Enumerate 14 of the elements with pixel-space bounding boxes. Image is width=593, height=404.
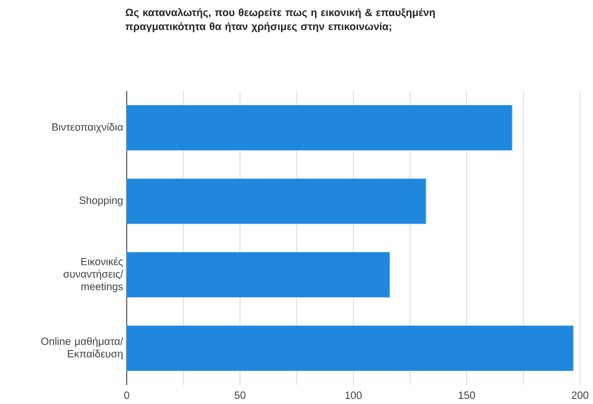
bar — [126, 104, 512, 151]
x-tick-label: 100 — [345, 392, 362, 399]
x-tick-label: 150 — [458, 392, 475, 399]
bar — [126, 325, 574, 372]
bar — [126, 252, 390, 298]
y-tick-label: Shopping — [79, 196, 122, 206]
x-tick-label: 50 — [234, 392, 246, 399]
y-tick-label: Online μαθήματα/ Εκπαίδευση — [41, 337, 124, 360]
y-tick-label: Εικονικές συναντήσεις/ meetings — [64, 257, 124, 292]
chart-title: Ως καταναλωτής, που θεωρείτε πως η εικονική & επαυξημένη πραγματικότητα θα ήταν χρήσιμες στην επικοινωνία; — [125, 8, 435, 32]
y-tick-label: Βιντεοπαιχνίδια — [52, 122, 123, 133]
x-tick-label: 200 — [572, 392, 588, 399]
bar — [126, 178, 426, 224]
x-tick-label: 0 — [124, 392, 130, 399]
